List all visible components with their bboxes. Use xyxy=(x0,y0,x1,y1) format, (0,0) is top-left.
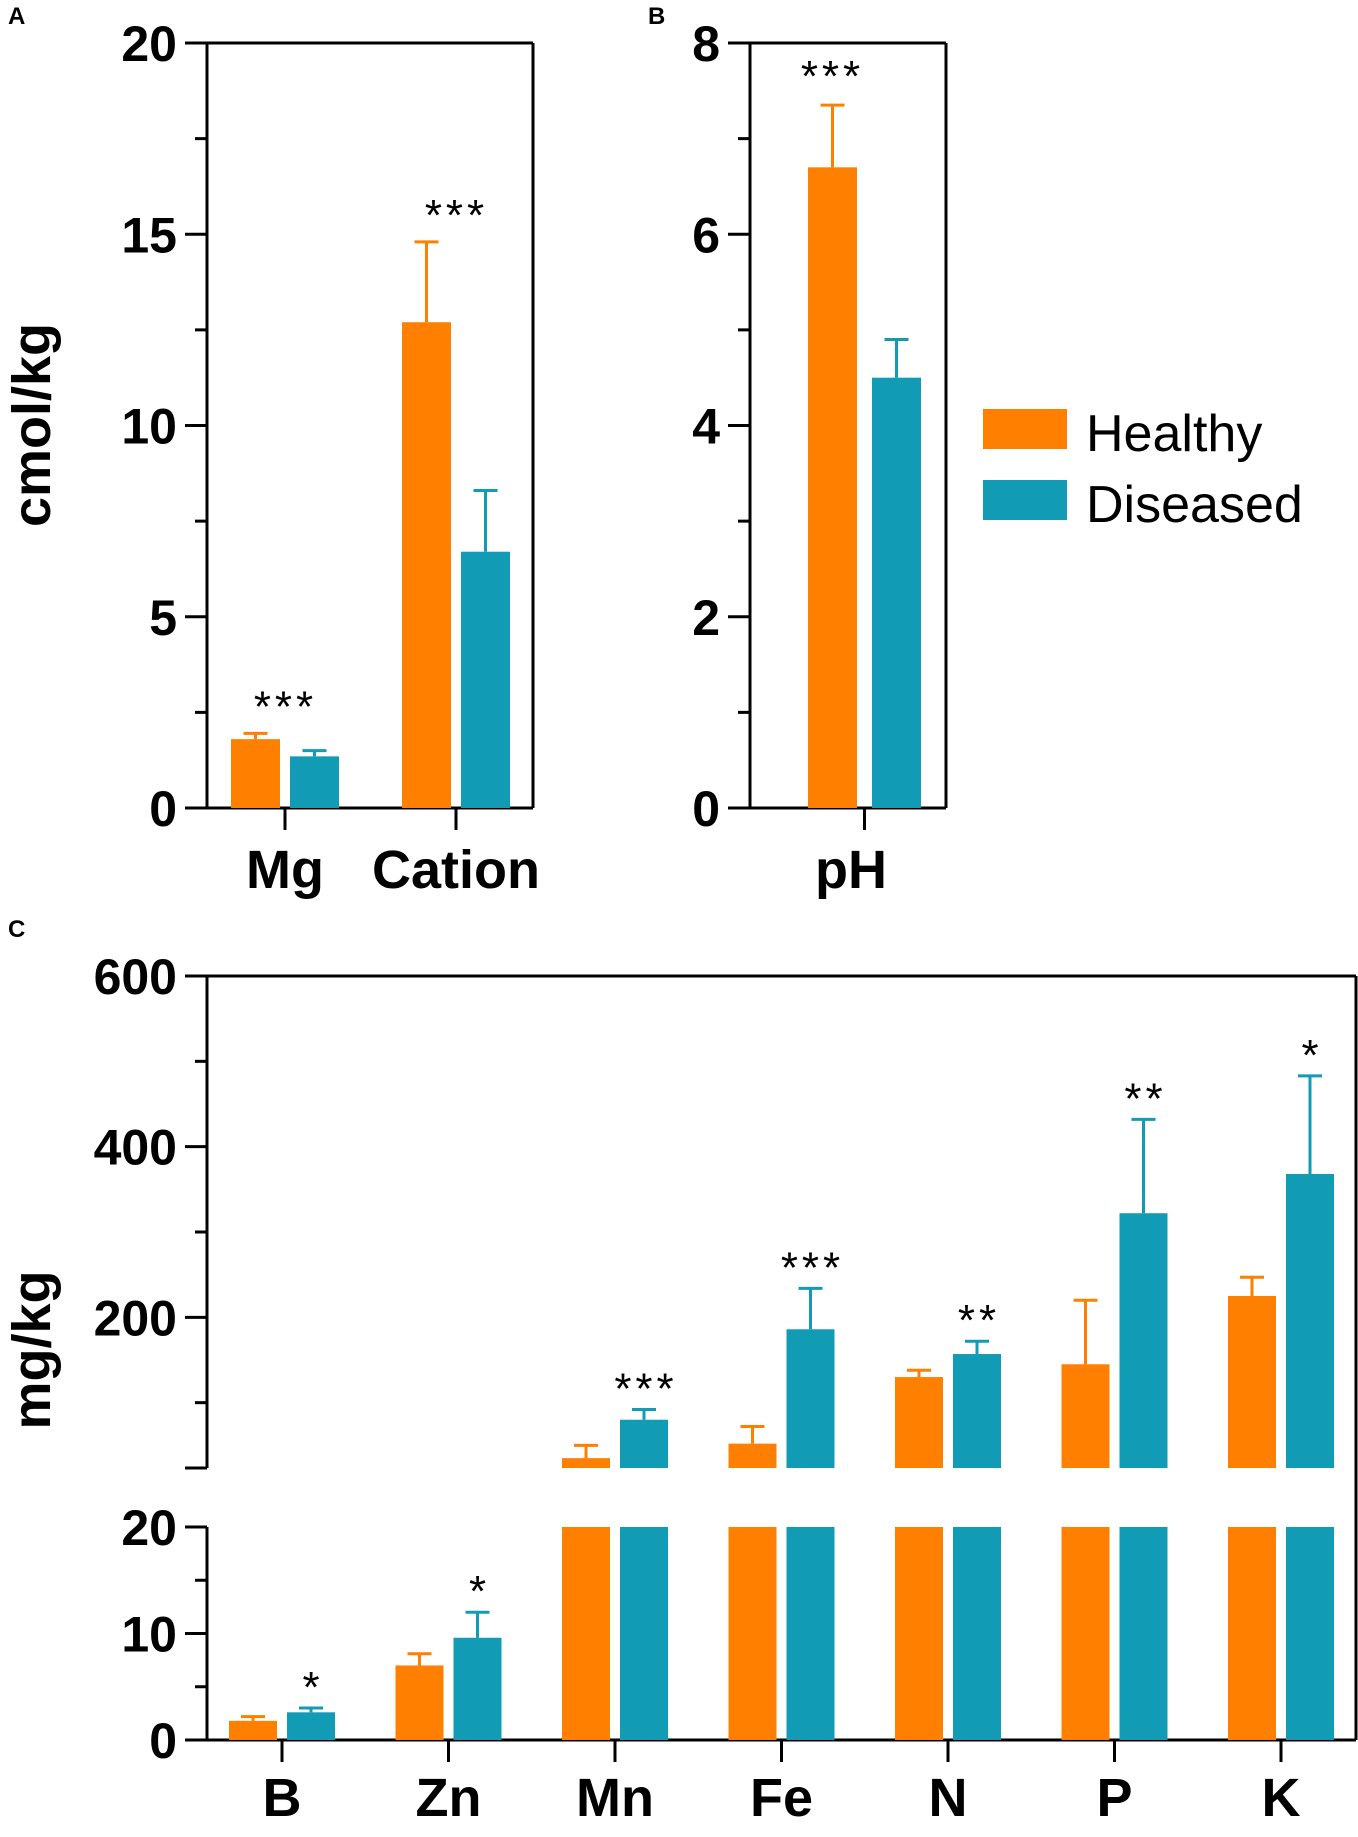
legend-label-healthy: Healthy xyxy=(1086,405,1262,463)
panel-c-n-healthy-bar xyxy=(895,1377,943,1468)
legend-swatch-diseased xyxy=(983,480,1067,520)
panel-a-ytick-label-0: 0 xyxy=(149,781,177,837)
panel-c-zn-diseased-bar xyxy=(453,1637,502,1740)
panel-c-xtick-label-zn: Zn xyxy=(416,1768,482,1828)
panel-c-p-diseased-bar xyxy=(1119,1213,1168,1468)
panel-c-p-diseased-lower-segment-bar xyxy=(1119,1527,1168,1740)
panel-a-letter: A xyxy=(8,3,25,30)
panel-c-lower-ytick-label-0: 0 xyxy=(149,1713,177,1769)
panel-b-significance-ph: *** xyxy=(801,52,864,101)
panel-c-mn-diseased-lower-segment-bar xyxy=(620,1527,668,1740)
panel-c-upper-ytick-label-400: 400 xyxy=(94,1120,177,1176)
panel-c-b-healthy-bar xyxy=(229,1720,277,1740)
panel-c-mn-diseased-bar xyxy=(620,1419,668,1468)
panel-a-ytick-label-5: 5 xyxy=(149,590,177,646)
panel-a-significance-mg: *** xyxy=(254,682,317,731)
panel-c-significance-p: ** xyxy=(1124,1074,1166,1123)
legend: Healthy Diseased xyxy=(983,405,1303,534)
panel-a-xtick-label-mg: Mg xyxy=(246,840,324,900)
panel-b-ytick-label-4: 4 xyxy=(692,399,720,455)
panel-a-cation-healthy-bar xyxy=(402,322,451,808)
panel-c-letter: C xyxy=(8,916,25,943)
legend-swatch-healthy xyxy=(983,409,1067,449)
panel-c-significance-b: * xyxy=(302,1663,323,1712)
panel-c-xtick-label-fe: Fe xyxy=(750,1768,813,1828)
panel-a-y-axis-label: cmol/kg xyxy=(2,323,62,527)
panel-c-k-healthy-bar xyxy=(1228,1296,1276,1468)
panel-c-p-healthy-bar xyxy=(1061,1364,1110,1468)
panel-c-mn-healthy-lower-segment-bar xyxy=(562,1527,610,1740)
panel-b-ytick-label-2: 2 xyxy=(692,590,720,646)
panel-c-k-healthy-lower-segment-bar xyxy=(1228,1527,1276,1740)
panel-a-chart: 0 5 10 15 20 cmol/kg Mg *** Cation *** xyxy=(2,16,540,900)
panel-a-ytick-label-20: 20 xyxy=(121,16,177,72)
panel-a-significance-cation: *** xyxy=(425,191,488,240)
panel-b-ytick-label-6: 6 xyxy=(692,207,720,263)
panel-b-ph-diseased-bar xyxy=(872,377,921,808)
panel-c-significance-k: * xyxy=(1301,1031,1322,1080)
panel-c-mn-healthy-bar xyxy=(562,1458,610,1468)
panel-c-fe-diseased-lower-segment-bar xyxy=(786,1527,835,1740)
panel-c-n-diseased-bar xyxy=(953,1354,1001,1468)
panel-a-ytick-label-10: 10 xyxy=(121,399,177,455)
panel-c-b-diseased-bar xyxy=(287,1712,335,1740)
panel-a-mg-diseased-bar xyxy=(290,756,339,808)
panel-c-fe-healthy-lower-segment-bar xyxy=(728,1527,777,1740)
panel-c-k-diseased-bar xyxy=(1286,1173,1334,1468)
panel-b-ph-healthy-bar xyxy=(808,167,857,808)
panel-c-xtick-label-n: N xyxy=(929,1768,968,1828)
panel-b-letter: B xyxy=(648,3,665,30)
legend-label-diseased: Diseased xyxy=(1086,476,1303,534)
panel-b-ytick-label-0: 0 xyxy=(692,781,720,837)
panel-c-y-axis-label: mg/kg xyxy=(2,1270,62,1429)
panel-c-p-healthy-lower-segment-bar xyxy=(1061,1527,1110,1740)
panel-c-upper-ytick-label-200: 200 xyxy=(94,1290,177,1346)
panel-c-xtick-label-p: P xyxy=(1096,1768,1132,1828)
panel-a-ytick-label-15: 15 xyxy=(121,207,177,263)
panel-a-mg-healthy-bar xyxy=(231,739,280,808)
panel-c-significance-fe: *** xyxy=(781,1243,844,1292)
panel-c-upper-ytick-label-600: 600 xyxy=(94,949,177,1005)
panel-c-k-diseased-lower-segment-bar xyxy=(1286,1527,1334,1740)
panel-c-lower-ytick-label-20: 20 xyxy=(121,1500,177,1556)
panel-c-xtick-label-b: B xyxy=(263,1768,302,1828)
panel-b-ytick-label-8: 8 xyxy=(692,16,720,72)
panel-c-significance-n: ** xyxy=(958,1296,1000,1345)
panel-c-fe-healthy-bar xyxy=(728,1443,777,1468)
panel-b-xtick-label-ph: pH xyxy=(815,840,887,900)
panel-c-zn-healthy-bar xyxy=(395,1665,444,1740)
panel-a-cation-diseased-bar xyxy=(461,551,510,808)
panel-c-n-healthy-lower-segment-bar xyxy=(895,1527,943,1740)
panel-c-fe-diseased-bar xyxy=(786,1329,835,1468)
panel-c-chart: 01020200400600mg/kgB*Zn*Mn***Fe***N**P**… xyxy=(2,949,1358,1828)
panel-a-xtick-label-cation: Cation xyxy=(372,840,540,900)
panel-c-xtick-label-mn: Mn xyxy=(576,1768,654,1828)
panel-c-significance-zn: * xyxy=(469,1567,490,1616)
panel-c-significance-mn: *** xyxy=(614,1364,677,1413)
panel-c-xtick-label-k: K xyxy=(1262,1768,1301,1828)
panel-b-chart: 0 2 4 6 8 pH *** xyxy=(692,16,948,900)
panel-c-lower-ytick-label-10: 10 xyxy=(121,1607,177,1663)
panel-c-n-diseased-lower-segment-bar xyxy=(953,1527,1001,1740)
